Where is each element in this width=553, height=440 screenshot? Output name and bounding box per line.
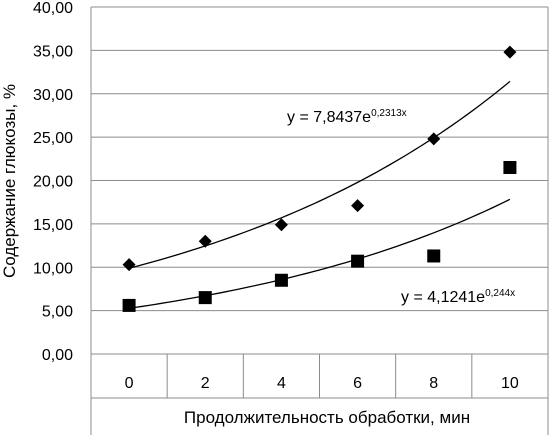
y-tick-label: 25,00 <box>33 130 73 147</box>
plot-frame <box>90 7 549 435</box>
diamond-point <box>503 45 517 59</box>
trend-equation: y = 4,1241e0,244x <box>401 288 515 306</box>
y-axis-title: Содержание глюкозы, % <box>0 84 19 278</box>
y-tick-label: 5,00 <box>42 304 73 321</box>
square-point <box>122 298 136 312</box>
trendline <box>128 198 511 309</box>
data-points <box>122 45 517 312</box>
y-tick-label: 40,00 <box>33 0 73 17</box>
trend-equation-exponent: 0,2313x <box>371 108 407 119</box>
diamond-point <box>122 258 136 272</box>
square-point <box>351 254 365 268</box>
y-tick-labels: 0,00 5,00 10,00 15,00 20,00 25,00 30,00 35,00 40… <box>33 0 73 364</box>
gridlines <box>91 6 548 312</box>
y-tick-label: 35,00 <box>33 43 73 60</box>
diamond-point <box>274 218 288 232</box>
y-tick-label: 20,00 <box>33 174 73 191</box>
trend-equation: y = 7,8437e0,2313x <box>287 108 407 126</box>
square-point <box>198 291 212 305</box>
trendline <box>128 80 511 269</box>
x-tick-label: 4 <box>277 375 286 392</box>
square-point <box>503 160 517 174</box>
diamond-point <box>427 132 441 146</box>
trend-equation-exponent: 0,244x <box>485 288 515 299</box>
y-tick-label: 10,00 <box>33 260 73 277</box>
trend-equations: y = 7,8437e0,2313x y = 4,1241e0,244x <box>287 108 515 306</box>
square-point <box>274 273 288 287</box>
y-tick-label: 30,00 <box>33 87 73 104</box>
x-tick-label: 6 <box>353 375 362 392</box>
x-tick-label: 8 <box>429 375 438 392</box>
diamond-point <box>351 199 365 213</box>
x-axis-title: Продолжительность обработки, мин <box>184 408 470 427</box>
trend-equation-base: y = 4,1241e <box>401 289 485 306</box>
x-tick-label: 10 <box>501 375 519 392</box>
x-tick-label: 0 <box>125 375 134 392</box>
diamond-point <box>198 234 212 248</box>
trendlines <box>128 80 511 309</box>
y-tick-label: 0,00 <box>42 347 73 364</box>
trend-equation-base: y = 7,8437e <box>287 109 371 126</box>
square-point <box>427 249 441 263</box>
y-tick-label: 15,00 <box>33 217 73 234</box>
x-tick-label: 2 <box>201 375 210 392</box>
x-tick-labels: 0 2 4 6 8 10 <box>125 375 519 392</box>
